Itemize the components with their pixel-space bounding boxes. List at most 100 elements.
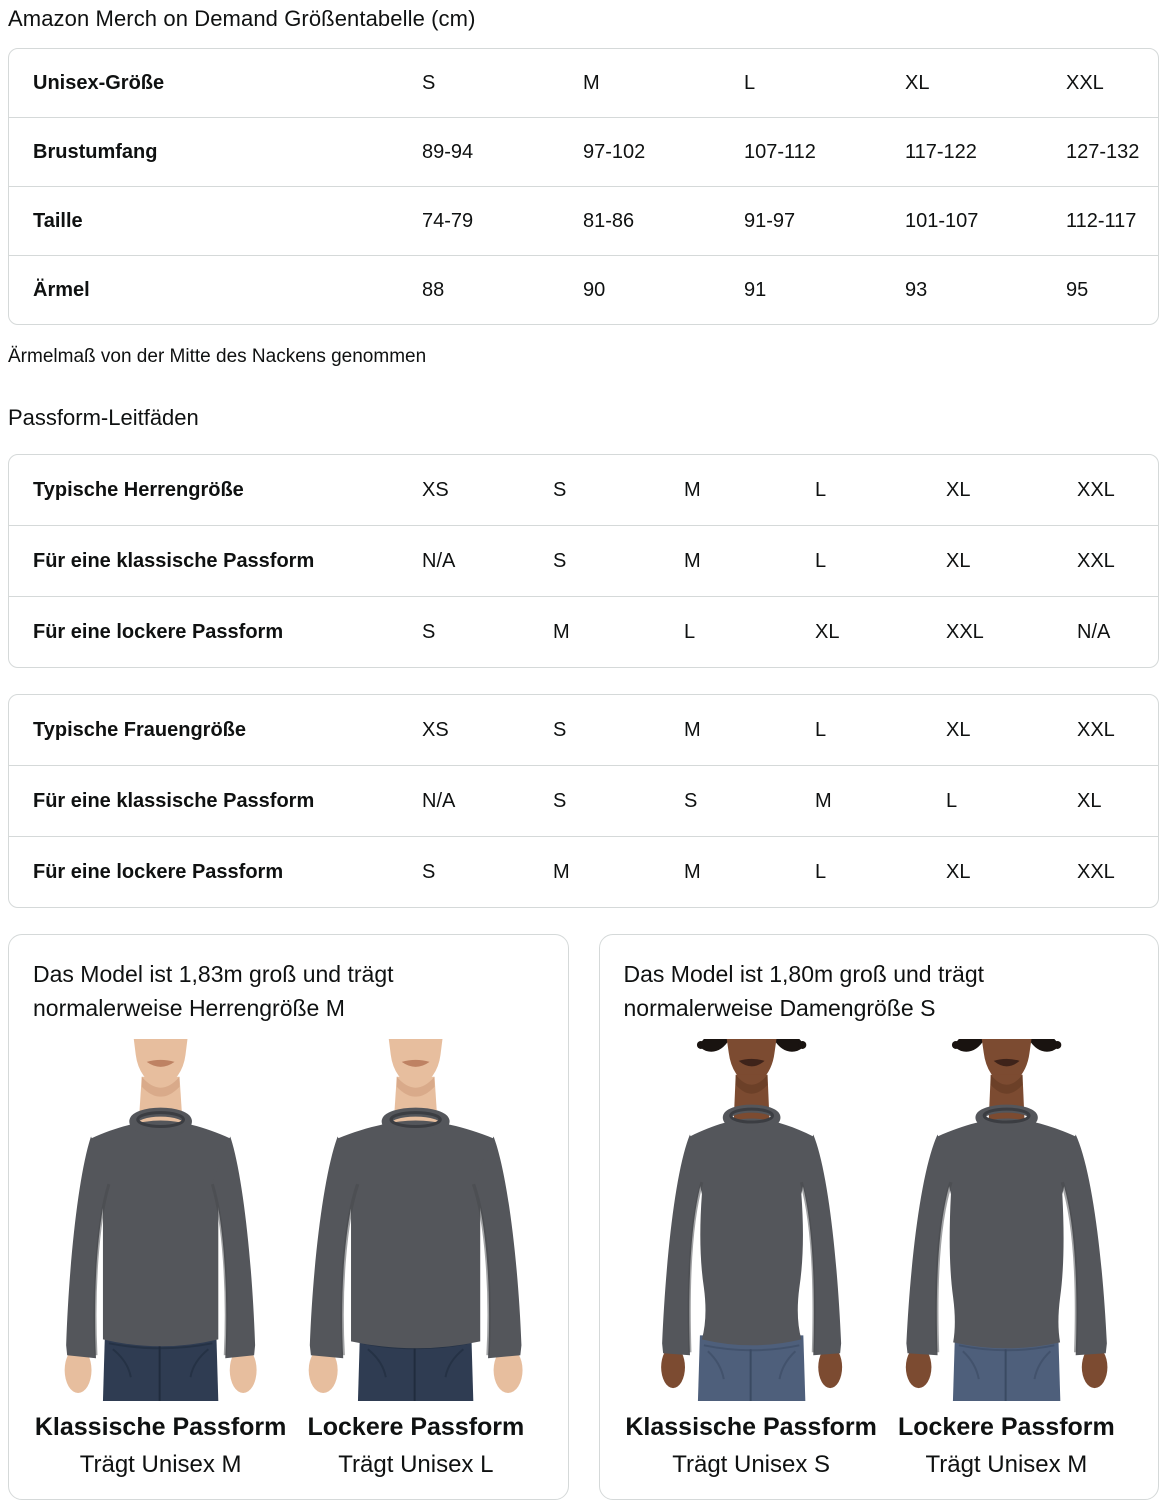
cell-value: 74-79 — [422, 209, 474, 232]
size-col-xxl: XXL — [1066, 71, 1104, 94]
unisex-size-table: Unisex-Größe S M L XL XXL Brustumfang 89… — [8, 48, 1159, 325]
model-hand-left — [905, 1346, 932, 1389]
cell-value: XL — [946, 549, 971, 572]
male-model-loose-illustration — [308, 1039, 523, 1401]
cell-value: 112-117 — [1066, 209, 1137, 232]
wears-label: Trägt Unisex M — [925, 1451, 1088, 1478]
table-row-waist: Taille 74-79 81-86 91-97 101-107 112-117 — [9, 186, 1158, 255]
cell-value: S — [422, 620, 436, 643]
cell-value: 97-102 — [583, 140, 646, 163]
row-label: Für eine klassische Passform — [33, 549, 315, 572]
table-row-loose-fit: Für eine lockere Passform S M M L XL XXL — [9, 836, 1158, 907]
table-row-classic-fit: Für eine klassische Passform N/A S S M L… — [9, 765, 1158, 836]
model-shirt-body — [937, 1118, 1076, 1349]
cell-value: XXL — [1077, 718, 1115, 741]
cell-value: L — [815, 718, 827, 741]
caption-loose-fit: Lockere Passform Trägt Unisex L — [288, 1413, 543, 1479]
model-photo-women-classic — [623, 1039, 879, 1401]
model-hand-left — [64, 1347, 92, 1394]
sleeve-measure-note: Ärmelmaß von der Mitte des Nackens genom… — [8, 346, 427, 367]
model-photos — [623, 1039, 1134, 1401]
model-card-men: Das Model ist 1,83m groß und trägt norma… — [8, 934, 569, 1500]
female-model-classic-illustration — [660, 1039, 842, 1401]
cell-value: M — [684, 549, 701, 572]
fit-label: Klassische Passform — [34, 1413, 287, 1441]
cell-value: S — [553, 789, 567, 812]
fit-label: Klassische Passform — [625, 1413, 877, 1441]
size-col-m: M — [583, 71, 600, 94]
cell-value: L — [684, 620, 696, 643]
model-shirt-sleeve-left — [906, 1134, 951, 1356]
cell-value: N/A — [1077, 620, 1111, 643]
wears-label: Trägt Unisex L — [338, 1451, 494, 1478]
cell-value: S — [553, 718, 567, 741]
cell-value: XL — [946, 718, 971, 741]
cell-value: 91-97 — [744, 209, 796, 232]
model-garment — [660, 1104, 842, 1389]
row-label: Brustumfang — [33, 140, 158, 163]
size-col-s: S — [422, 71, 436, 94]
cell-value: S — [422, 860, 436, 883]
photo-captions: Klassische Passform Trägt Unisex S Locke… — [624, 1413, 1135, 1479]
cell-value: N/A — [422, 789, 456, 812]
cell-value: L — [815, 478, 827, 501]
cell-value: 95 — [1066, 278, 1089, 301]
cell-value: XS — [422, 478, 449, 501]
cell-value: M — [684, 478, 701, 501]
cell-value: 107-112 — [744, 140, 816, 163]
model-photo-women-loose — [878, 1039, 1134, 1401]
cell-value: XL — [946, 860, 971, 883]
caption-classic-fit: Klassische Passform Trägt Unisex M — [33, 1413, 288, 1479]
model-card-heading: Das Model ist 1,80m groß und trägt norma… — [623, 961, 985, 1021]
model-hair — [955, 1039, 1058, 1052]
model-card-women: Das Model ist 1,80m groß und trägt norma… — [598, 934, 1159, 1500]
model-hand-right — [817, 1346, 842, 1389]
model-hair — [699, 1039, 803, 1052]
model-garment — [64, 1107, 257, 1394]
row-label: Ärmel — [33, 278, 90, 301]
cell-value: 90 — [583, 278, 606, 301]
model-hand-left — [660, 1346, 685, 1389]
model-jeans — [102, 1333, 219, 1401]
caption-classic-fit: Klassische Passform Trägt Unisex S — [624, 1413, 879, 1479]
model-hand-right — [493, 1347, 523, 1394]
cell-value: 117-122 — [905, 140, 977, 163]
model-shirt-body — [337, 1120, 494, 1349]
row-label: Für eine klassische Passform — [33, 789, 315, 812]
model-hand-right — [1081, 1346, 1108, 1389]
cell-value: N/A — [422, 549, 456, 572]
table-row-sleeve: Ärmel 88 90 91 93 95 — [9, 255, 1158, 324]
cell-value: XS — [422, 718, 449, 741]
model-shirt-sleeve-right — [1062, 1134, 1107, 1356]
cell-value: 91 — [744, 278, 767, 301]
model-jeans — [952, 1335, 1061, 1401]
cell-value: S — [684, 789, 698, 812]
cell-value: XXL — [946, 620, 984, 643]
cell-value: S — [553, 478, 567, 501]
male-model-classic-illustration — [64, 1039, 257, 1401]
row-label: Typische Herrengröße — [33, 478, 244, 501]
row-label: Für eine lockere Passform — [33, 620, 284, 643]
cell-value: 88 — [422, 278, 445, 301]
fit-label: Lockere Passform — [307, 1413, 525, 1441]
model-shirt-sleeve-right — [473, 1136, 522, 1359]
cell-value: XL — [1077, 789, 1102, 812]
wears-label: Trägt Unisex S — [672, 1451, 831, 1478]
table-row-typical-women: Typische Frauengröße XS S M L XL XXL — [9, 695, 1158, 765]
cell-value: L — [815, 860, 827, 883]
model-jeans — [697, 1335, 805, 1401]
size-col-l: L — [744, 71, 756, 94]
cell-value: L — [815, 549, 827, 572]
row-label: Unisex-Größe — [33, 71, 165, 94]
model-shirt-body — [91, 1120, 231, 1347]
table-row-chest: Brustumfang 89-94 97-102 107-112 117-122… — [9, 117, 1158, 186]
female-model-loose-illustration — [905, 1039, 1108, 1401]
fit-guides-title: Passform-Leitfäden — [8, 405, 199, 430]
wears-label: Trägt Unisex M — [79, 1451, 242, 1478]
table-row-classic-fit: Für eine klassische Passform N/A S M L X… — [9, 525, 1158, 596]
page-title: Amazon Merch on Demand Größentabelle (cm… — [8, 6, 476, 31]
model-shirt-sleeve-left — [661, 1134, 702, 1356]
fit-table-men: Typische Herrengröße XS S M L XL XXL Für… — [8, 454, 1159, 668]
cell-value: M — [684, 718, 701, 741]
cell-value: XL — [946, 478, 971, 501]
